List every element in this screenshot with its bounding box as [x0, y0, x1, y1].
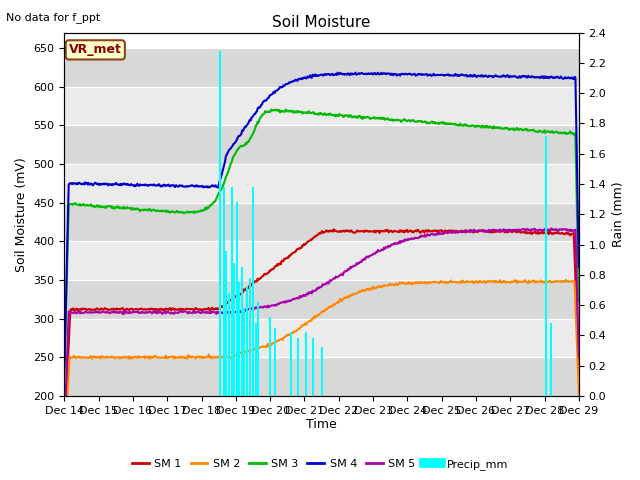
Bar	[275, 328, 276, 396]
Bar	[223, 187, 225, 396]
Bar	[65, 241, 579, 280]
Bar	[241, 267, 243, 396]
Bar	[65, 164, 579, 203]
Bar	[312, 338, 314, 396]
X-axis label: Time: Time	[307, 419, 337, 432]
Y-axis label: Soil Moisture (mV): Soil Moisture (mV)	[15, 157, 28, 272]
Bar	[65, 203, 579, 241]
Bar	[246, 287, 248, 396]
Bar	[225, 251, 227, 396]
Bar	[238, 282, 241, 396]
Bar	[248, 278, 251, 396]
Title: Soil Moisture: Soil Moisture	[273, 15, 371, 30]
Bar	[231, 187, 233, 396]
Bar	[65, 357, 579, 396]
Bar	[233, 263, 235, 396]
Text: VR_met: VR_met	[69, 43, 122, 56]
Bar	[269, 317, 271, 396]
Bar	[252, 187, 254, 396]
Bar	[297, 338, 300, 396]
Y-axis label: Rain (mm): Rain (mm)	[612, 181, 625, 247]
Bar	[257, 302, 259, 396]
Bar	[65, 280, 579, 319]
Legend: SM 1, SM 2, SM 3, SM 4, SM 5, Precip_mm: SM 1, SM 2, SM 3, SM 4, SM 5, Precip_mm	[128, 455, 512, 474]
Bar	[291, 332, 292, 396]
Bar	[65, 319, 579, 357]
Bar	[236, 202, 237, 396]
Bar	[220, 51, 221, 396]
Bar	[255, 323, 257, 396]
Bar	[65, 48, 579, 87]
Bar	[65, 125, 579, 164]
Bar	[65, 87, 579, 125]
Bar	[321, 348, 323, 396]
Bar	[305, 332, 307, 396]
Bar	[228, 293, 230, 396]
Bar	[545, 135, 547, 396]
Bar	[550, 323, 552, 396]
Bar	[243, 308, 246, 396]
Text: No data for f_ppt: No data for f_ppt	[6, 12, 100, 23]
